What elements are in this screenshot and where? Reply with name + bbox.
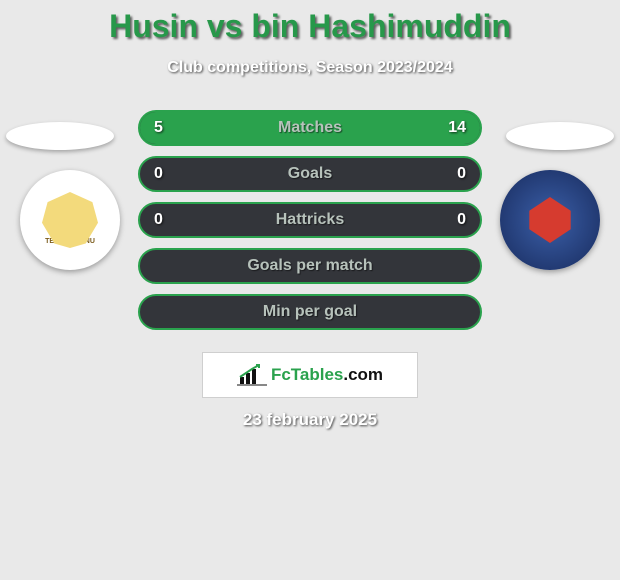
page-subtitle: Club competitions, Season 2023/2024 <box>0 59 620 77</box>
stat-row: 5 14 Matches <box>0 110 620 146</box>
stat-label: Min per goal <box>263 303 357 321</box>
stat-row: 0 0 Goals <box>0 156 620 192</box>
page-title: Husin vs bin Hashimuddin <box>0 0 620 45</box>
stat-label: Goals <box>288 165 332 183</box>
stat-pill: 5 14 Matches <box>138 110 482 146</box>
stat-value-left: 0 <box>154 204 163 236</box>
stat-value-left: 5 <box>154 112 163 144</box>
stat-pill: 0 0 Hattricks <box>138 202 482 238</box>
stat-label: Hattricks <box>276 211 344 229</box>
stat-pill: Min per goal <box>138 294 482 330</box>
stat-value-left: 0 <box>154 158 163 190</box>
stat-fill-right <box>228 112 480 144</box>
stat-value-right: 14 <box>448 112 466 144</box>
stat-row: 0 0 Hattricks <box>0 202 620 238</box>
brand-name: FcTables.com <box>271 365 383 385</box>
brand-chart-icon <box>237 364 267 386</box>
stat-pill: Goals per match <box>138 248 482 284</box>
brand-watermark: FcTables.com <box>202 352 418 398</box>
stat-row: Min per goal <box>0 294 620 330</box>
stat-label: Goals per match <box>247 257 372 275</box>
stat-value-right: 0 <box>457 158 466 190</box>
stat-pill: 0 0 Goals <box>138 156 482 192</box>
stats-list: 5 14 Matches 0 0 Goals 0 0 Hattricks Goals per ma… <box>0 110 620 340</box>
stat-row: Goals per match <box>0 248 620 284</box>
stat-value-right: 0 <box>457 204 466 236</box>
stat-label: Matches <box>278 119 342 137</box>
footer-date: 23 february 2025 <box>0 410 620 430</box>
